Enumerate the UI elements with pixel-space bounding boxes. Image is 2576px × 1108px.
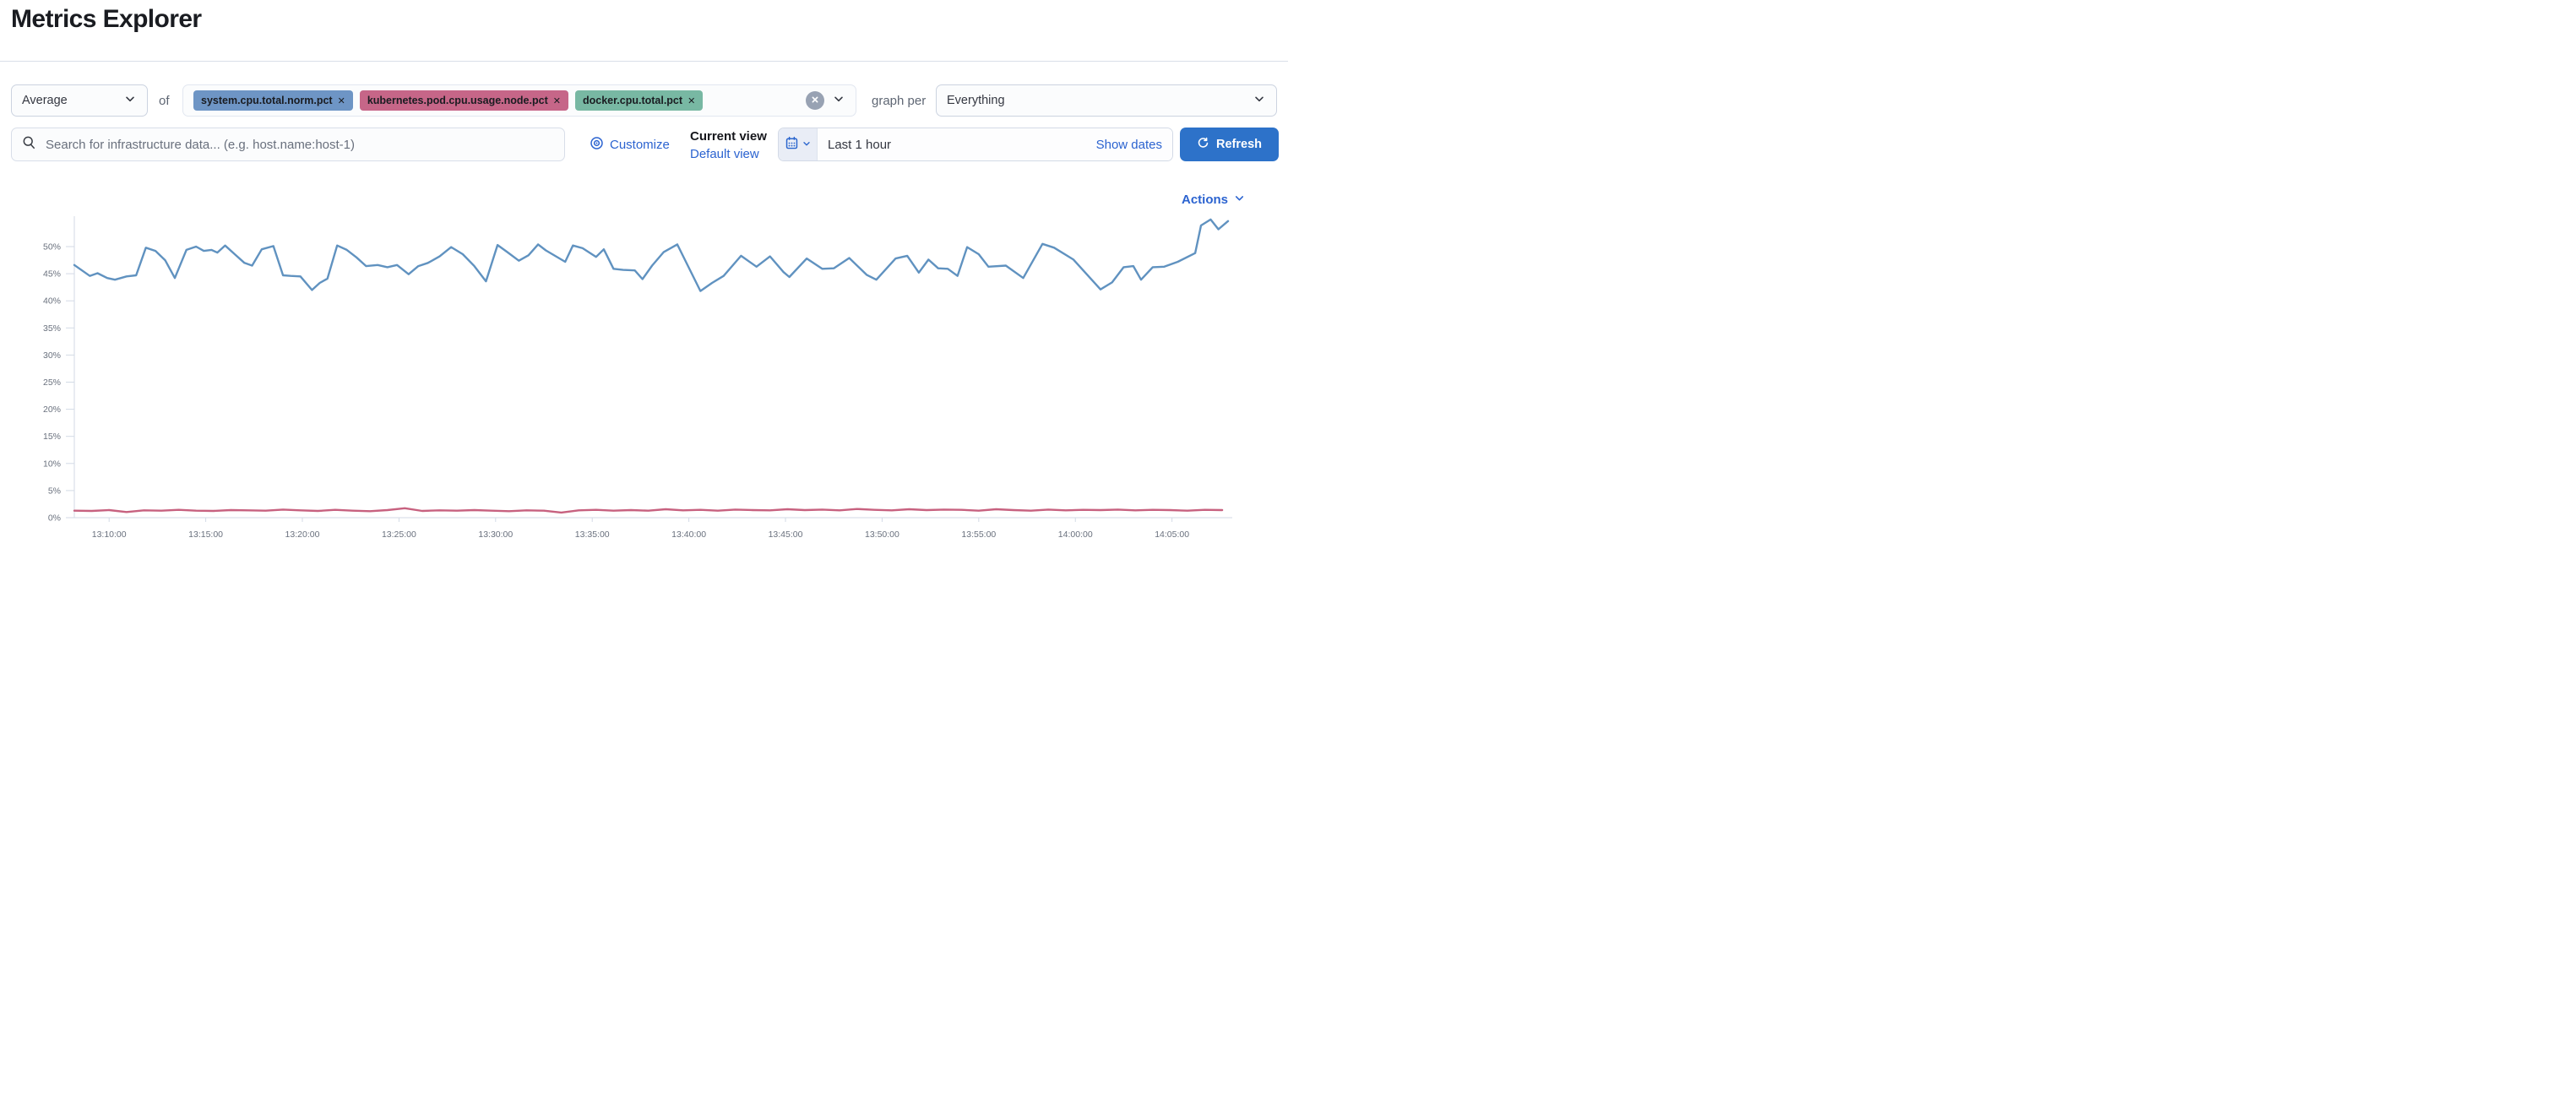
page-title: Metrics Explorer	[11, 5, 202, 33]
chevron-down-icon	[802, 138, 812, 151]
show-dates-button[interactable]: Show dates	[1085, 128, 1172, 160]
metric-tag-list: system.cpu.total.norm.pct ✕ kubernetes.pod…	[193, 90, 799, 111]
y-axis-tick-label: 20%	[43, 405, 61, 415]
metric-tag[interactable]: docker.cpu.total.pct ✕	[574, 90, 704, 111]
metric-tag[interactable]: system.cpu.total.norm.pct ✕	[193, 90, 353, 111]
metrics-explorer-page: Metrics Explorer Average of system.cpu.t…	[0, 0, 1288, 554]
chart-line-series	[73, 218, 1230, 292]
group-by-value: Everything	[947, 94, 1005, 107]
y-axis-tick-label: 30%	[43, 350, 61, 361]
calendar-icon	[785, 136, 799, 153]
bullseye-icon	[590, 136, 604, 154]
x-axis-tick-label: 13:20:00	[285, 530, 320, 540]
of-label: of	[159, 93, 170, 108]
actions-label: Actions	[1181, 193, 1228, 207]
y-axis-tick-label: 50%	[43, 242, 61, 253]
y-axis-tick-label: 40%	[43, 296, 61, 307]
actions-menu-button[interactable]: Actions	[1182, 192, 1246, 208]
y-axis-tick-label: 25%	[43, 377, 61, 388]
group-by-select[interactable]: Everything	[936, 84, 1277, 117]
default-view-link[interactable]: Default view	[690, 147, 759, 161]
y-axis-tick-label: 45%	[43, 269, 61, 280]
combobox-controls	[806, 91, 845, 110]
y-axis-tick-label: 35%	[43, 323, 61, 334]
remove-tag-icon[interactable]: ✕	[552, 95, 561, 106]
x-axis-tick-label: 13:55:00	[961, 530, 996, 540]
refresh-button[interactable]: Refresh	[1180, 128, 1279, 161]
metric-tag-label: kubernetes.pod.cpu.usage.node.pct	[367, 95, 548, 106]
chevron-down-icon	[123, 92, 137, 109]
close-circle-icon	[810, 95, 820, 107]
y-axis-tick-label: 0%	[48, 513, 61, 524]
y-axis-tick-label: 10%	[43, 459, 61, 469]
x-axis-tick-label: 13:10:00	[92, 530, 127, 540]
metric-tag-label: docker.cpu.total.pct	[582, 95, 683, 106]
calendar-menu-button[interactable]	[779, 128, 818, 160]
x-axis-tick-label: 14:05:00	[1155, 530, 1189, 540]
time-range-picker: Last 1 hour Show dates	[778, 128, 1173, 161]
refresh-label: Refresh	[1216, 138, 1262, 151]
header-divider	[0, 61, 1288, 62]
search-input[interactable]	[44, 136, 554, 153]
chevron-down-icon	[1233, 192, 1246, 208]
x-axis-tick-label: 13:30:00	[478, 530, 513, 540]
customize-button[interactable]: Customize	[590, 128, 670, 161]
x-axis-tick-label: 13:15:00	[188, 530, 223, 540]
x-axis-tick-label: 13:50:00	[865, 530, 899, 540]
x-axis-tick-label: 13:45:00	[769, 530, 803, 540]
metrics-chart[interactable]: 0% 5% 10% 15% 20% 25% 30% 35% 40% 45% 50% 13:10:00 1…	[0, 208, 1288, 549]
remove-tag-icon[interactable]: ✕	[687, 95, 696, 106]
x-axis-tick-label: 13:40:00	[671, 530, 706, 540]
metric-tag-label: system.cpu.total.norm.pct	[201, 95, 333, 106]
chart-line-series	[73, 507, 1224, 514]
graph-per-label: graph per	[872, 93, 927, 108]
y-axis-tick-label: 5%	[48, 486, 61, 496]
view-status: Current view Default view	[690, 128, 767, 163]
search-bar	[11, 128, 565, 161]
current-view-label: Current view	[690, 129, 767, 144]
x-axis-tick-label: 13:25:00	[382, 530, 416, 540]
chevron-down-icon[interactable]	[832, 92, 845, 110]
metrics-combobox[interactable]: system.cpu.total.norm.pct ✕ kubernetes.pod…	[182, 84, 856, 117]
clear-metrics-button[interactable]	[806, 91, 824, 110]
chevron-down-icon	[1253, 92, 1266, 109]
time-range-label: Last 1 hour	[828, 137, 892, 152]
search-icon	[22, 135, 36, 154]
aggregation-value: Average	[22, 94, 68, 107]
x-axis-tick-label: 14:00:00	[1058, 530, 1093, 540]
customize-label: Customize	[610, 137, 670, 152]
aggregation-select[interactable]: Average	[11, 84, 148, 117]
metric-tag[interactable]: kubernetes.pod.cpu.usage.node.pct ✕	[359, 90, 568, 111]
show-dates-label: Show dates	[1095, 137, 1162, 152]
remove-tag-icon[interactable]: ✕	[337, 95, 345, 106]
x-axis-tick-label: 13:35:00	[575, 530, 610, 540]
y-axis-tick-label: 15%	[43, 432, 61, 442]
time-range-value-button[interactable]: Last 1 hour	[818, 128, 1086, 160]
refresh-icon	[1197, 137, 1209, 153]
